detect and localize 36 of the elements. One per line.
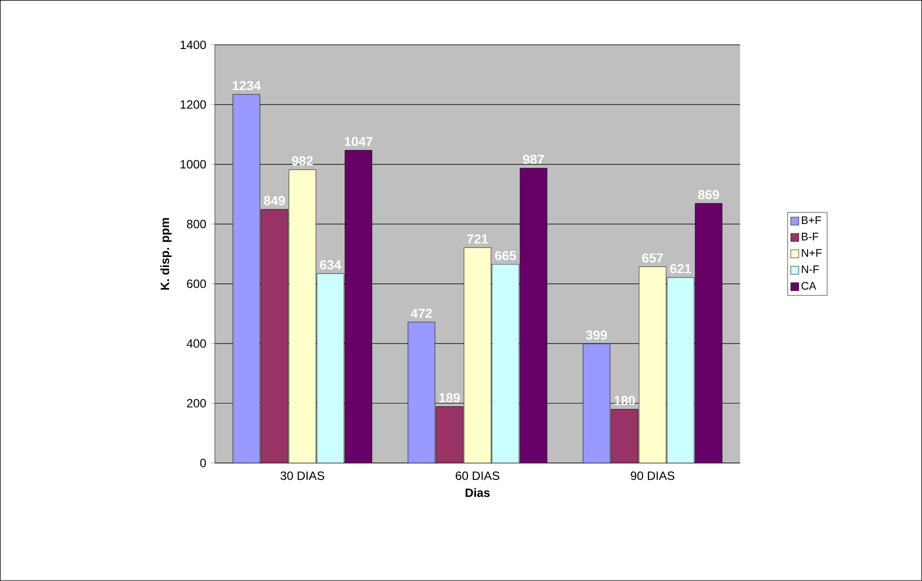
data-label: 657	[642, 253, 663, 263]
legend-label: B+F	[802, 216, 822, 224]
legend-label: N+F	[802, 249, 822, 257]
y-tick-label: 0	[200, 458, 206, 468]
data-label: 1047	[344, 136, 372, 146]
data-label: 399	[586, 330, 607, 340]
x-tick-label: 60 DIAS	[456, 472, 500, 480]
data-label: 621	[670, 264, 692, 274]
x-tick-label: 30 DIAS	[280, 472, 324, 480]
legend-label: CA	[802, 282, 816, 290]
data-label: 180	[614, 396, 635, 406]
y-tick-label: 600	[187, 280, 206, 288]
data-label: 634	[320, 260, 342, 270]
y-tick-label: 1400	[180, 40, 206, 50]
data-label: 869	[698, 190, 719, 200]
y-axis-title: K. disp. ppm	[160, 218, 172, 290]
x-tick-label: 90 DIAS	[630, 472, 674, 480]
data-label: 189	[439, 393, 460, 402]
data-label: 987	[523, 154, 544, 164]
bar	[232, 94, 260, 464]
y-tick-label: 1000	[180, 160, 206, 169]
legend-label: B-F	[802, 232, 818, 240]
y-tick-label: 200	[186, 399, 206, 408]
x-axis-title: Dias	[466, 488, 490, 498]
bar	[408, 322, 436, 464]
data-label: 665	[495, 251, 516, 260]
y-tick-label: 400	[186, 339, 206, 348]
bar	[582, 344, 610, 464]
y-tick-label: 1200	[180, 100, 206, 109]
data-label: 849	[264, 196, 285, 206]
y-tick-label: 800	[186, 220, 206, 228]
legend-label: N-F	[802, 266, 819, 274]
data-label: 1234	[232, 81, 261, 90]
data-label: 472	[410, 308, 432, 318]
data-label: 982	[292, 156, 313, 166]
data-label: 721	[467, 234, 488, 244]
